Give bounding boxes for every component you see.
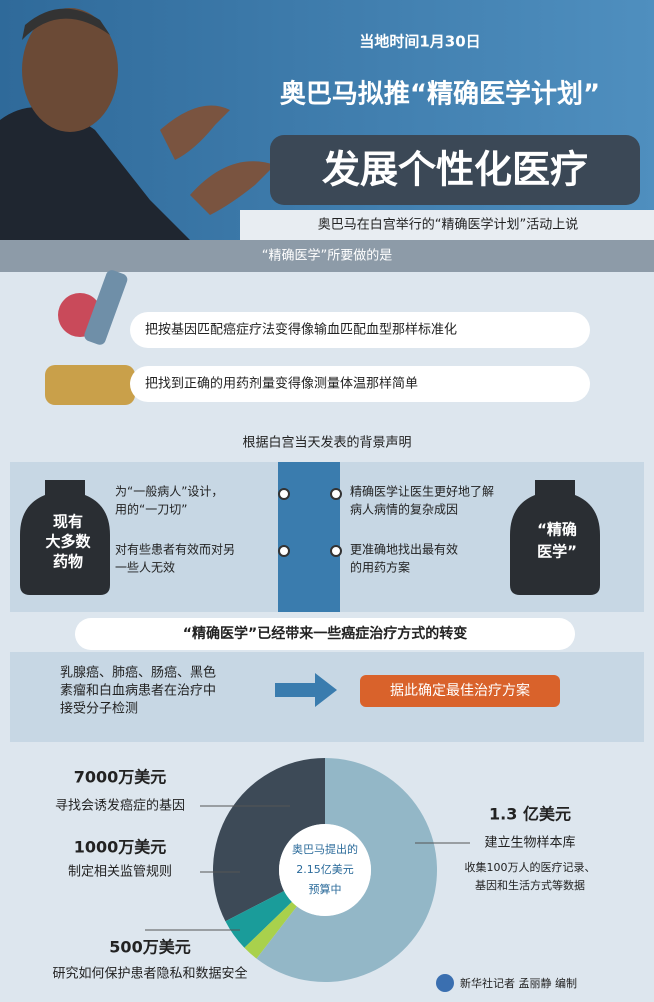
value-label: 1.3 亿美元	[489, 805, 571, 824]
goal: 把按基因匹配癌症疗法变得像输血匹配血型那样标准化	[145, 322, 457, 338]
logo	[436, 974, 454, 992]
value-label: 7000万美元	[74, 768, 167, 787]
bottle-label: 大多数	[45, 533, 91, 551]
divider	[278, 462, 340, 612]
category: 制定相关监管规则	[68, 865, 172, 880]
banner: “精确医学”所要做的是	[262, 248, 392, 264]
value-label: 1000万美元	[74, 838, 167, 857]
annotation: 基因和生活方式等数据	[475, 878, 585, 892]
patients: 素瘤和白血病患者在治疗中	[60, 683, 216, 699]
patients: 接受分子检测	[60, 701, 138, 717]
point: 病人病情的复杂成因	[350, 502, 458, 517]
infographic: 当地时间1月30日 奥巴马拟推“精确医学计划” 发展个性化医疗 奥巴马在白宫举行…	[0, 0, 654, 1002]
category: 寻找会诱发癌症的基因	[55, 798, 185, 814]
point: 精确医学让医生更好地了解	[350, 484, 494, 499]
bottle-label: “精确	[537, 521, 577, 539]
bottle-label: 现有	[53, 513, 83, 531]
result: 据此确定最佳治疗方案	[390, 682, 530, 699]
point: 用的“一刀切”	[115, 502, 187, 517]
category: 建立生物样本库	[484, 835, 575, 851]
point: 的用药方案	[350, 560, 410, 575]
value-label: 500万美元	[109, 938, 190, 957]
goal: 把找到正确的用药剂量变得像测量体温那样简单	[145, 376, 418, 392]
center-text: 预算中	[309, 882, 342, 896]
caption: 奥巴马在白宫举行的“精确医学计划”活动上说	[318, 217, 578, 233]
title: 发展个性化医疗	[322, 148, 588, 192]
bottle-label: 医学”	[537, 543, 577, 561]
point: 更准确地找出最有效	[350, 542, 458, 557]
point: 一些人无效	[115, 560, 175, 575]
bottle-label: 药物	[53, 553, 83, 571]
headline: 奥巴马拟推“精确医学计划”	[280, 79, 600, 110]
patients: 乳腺癌、肺癌、肠癌、黑色	[60, 665, 216, 681]
annotation: 收集100万人的医疗记录、	[465, 860, 596, 874]
center-text: 2.15亿美元	[296, 863, 354, 876]
point: 为“一般病人”设计，	[115, 484, 223, 499]
category: 研究如何保护患者隐私和数据安全	[52, 966, 247, 982]
change-banner: “精确医学”已经带来一些癌症治疗方式的转变	[183, 625, 467, 642]
center-text: 奥巴马提出的	[292, 842, 358, 856]
footer: 新华社记者 孟丽静 编制	[460, 976, 577, 990]
point: 对有些患者有效而对另	[115, 542, 235, 557]
statement: 根据白宫当天发表的背景声明	[242, 435, 411, 451]
date: 当地时间1月30日	[359, 33, 480, 51]
